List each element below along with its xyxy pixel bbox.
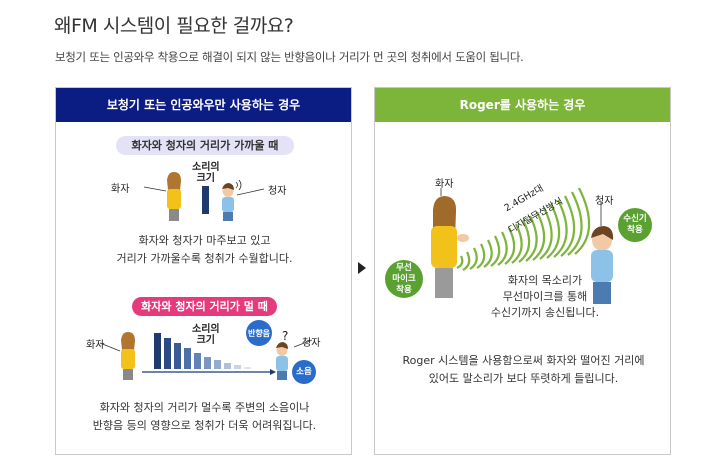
roger-scene-illustration — [431, 187, 614, 304]
decreasing-volume-bars — [154, 333, 251, 369]
roger-description-line-2: 있어도 말소리가 보다 뚜렷하게 들립니다. — [428, 372, 619, 385]
hearing-aid-only-panel: 보청기 또는 인공와우만 사용하는 경우 화자와 청자의 거리가 가까울 때 — [55, 87, 352, 455]
wireless-signal-waves — [456, 187, 591, 271]
near-distance-pill: 화자와 청자의 거리가 가까울 때 — [116, 136, 294, 155]
roger-mid-line-1: 화자의 목소리가 — [507, 274, 583, 287]
far-description-line-2: 반향음 등의 영향으로 청취가 더욱 어려워집니다. — [92, 419, 317, 432]
roger-listener-label: 청자 — [595, 196, 614, 207]
roger-speaker-figure — [431, 196, 469, 298]
question-mark: ? — [282, 329, 289, 343]
next-arrow-icon — [358, 262, 366, 274]
reverb-badge: 반향음 — [246, 320, 272, 346]
far-listener-label: 청자 — [302, 338, 321, 349]
roger-mid-line-3: 수신기까지 송신됩니다. — [490, 306, 600, 319]
panel-header-roger: Roger를 사용하는 경우 — [375, 88, 670, 122]
far-speaker-figure — [121, 332, 135, 380]
near-speaker-label: 화자 — [111, 184, 130, 195]
volume-bar — [202, 186, 209, 214]
roger-speaker-label: 화자 — [435, 179, 454, 190]
roger-listener-figure — [591, 226, 614, 304]
far-volume-label: 소리의 크기 — [192, 324, 220, 346]
page-subtitle: 보청기 또는 인공와우 착용으로 해결이 되지 않는 반향음이나 거리가 먼 곳… — [55, 50, 524, 64]
receiver-badge: 수신기 착용 — [618, 208, 652, 242]
near-description-line-2: 거리가 가까울수록 청취가 수월합니다. — [116, 252, 293, 265]
roger-mid-line-2: 무선마이크를 통해 — [502, 290, 588, 303]
panel-header-hearing-aid: 보청기 또는 인공와우만 사용하는 경우 — [56, 88, 351, 122]
near-listener-label: 청자 — [268, 186, 287, 197]
listener-figure — [222, 179, 242, 221]
far-distance-pill: 화자와 청자의 거리가 멀 때 — [132, 297, 277, 316]
roger-panel: Roger를 사용하는 경우 — [374, 87, 671, 455]
speaker-figure — [167, 172, 181, 221]
near-volume-label: 소리의 크기 — [192, 162, 220, 184]
wireless-mic-badge: 무선 마이크 착용 — [385, 260, 423, 298]
noise-badge: 소음 — [292, 360, 316, 384]
near-description-line-1: 화자와 청자가 마주보고 있고 — [138, 234, 271, 247]
far-description-line-1: 화자와 청자의 거리가 멀수록 주변의 소음이나 — [99, 401, 310, 414]
near-scene-illustration — [99, 172, 313, 380]
page-title: 왜FM 시스템이 필요한 걸까요? — [54, 15, 294, 37]
far-listener-figure — [276, 342, 288, 380]
roger-description-line-1: Roger 시스템을 사용함으로써 화자와 떨어진 거리에 — [402, 354, 645, 367]
far-speaker-label: 화자 — [86, 340, 105, 351]
